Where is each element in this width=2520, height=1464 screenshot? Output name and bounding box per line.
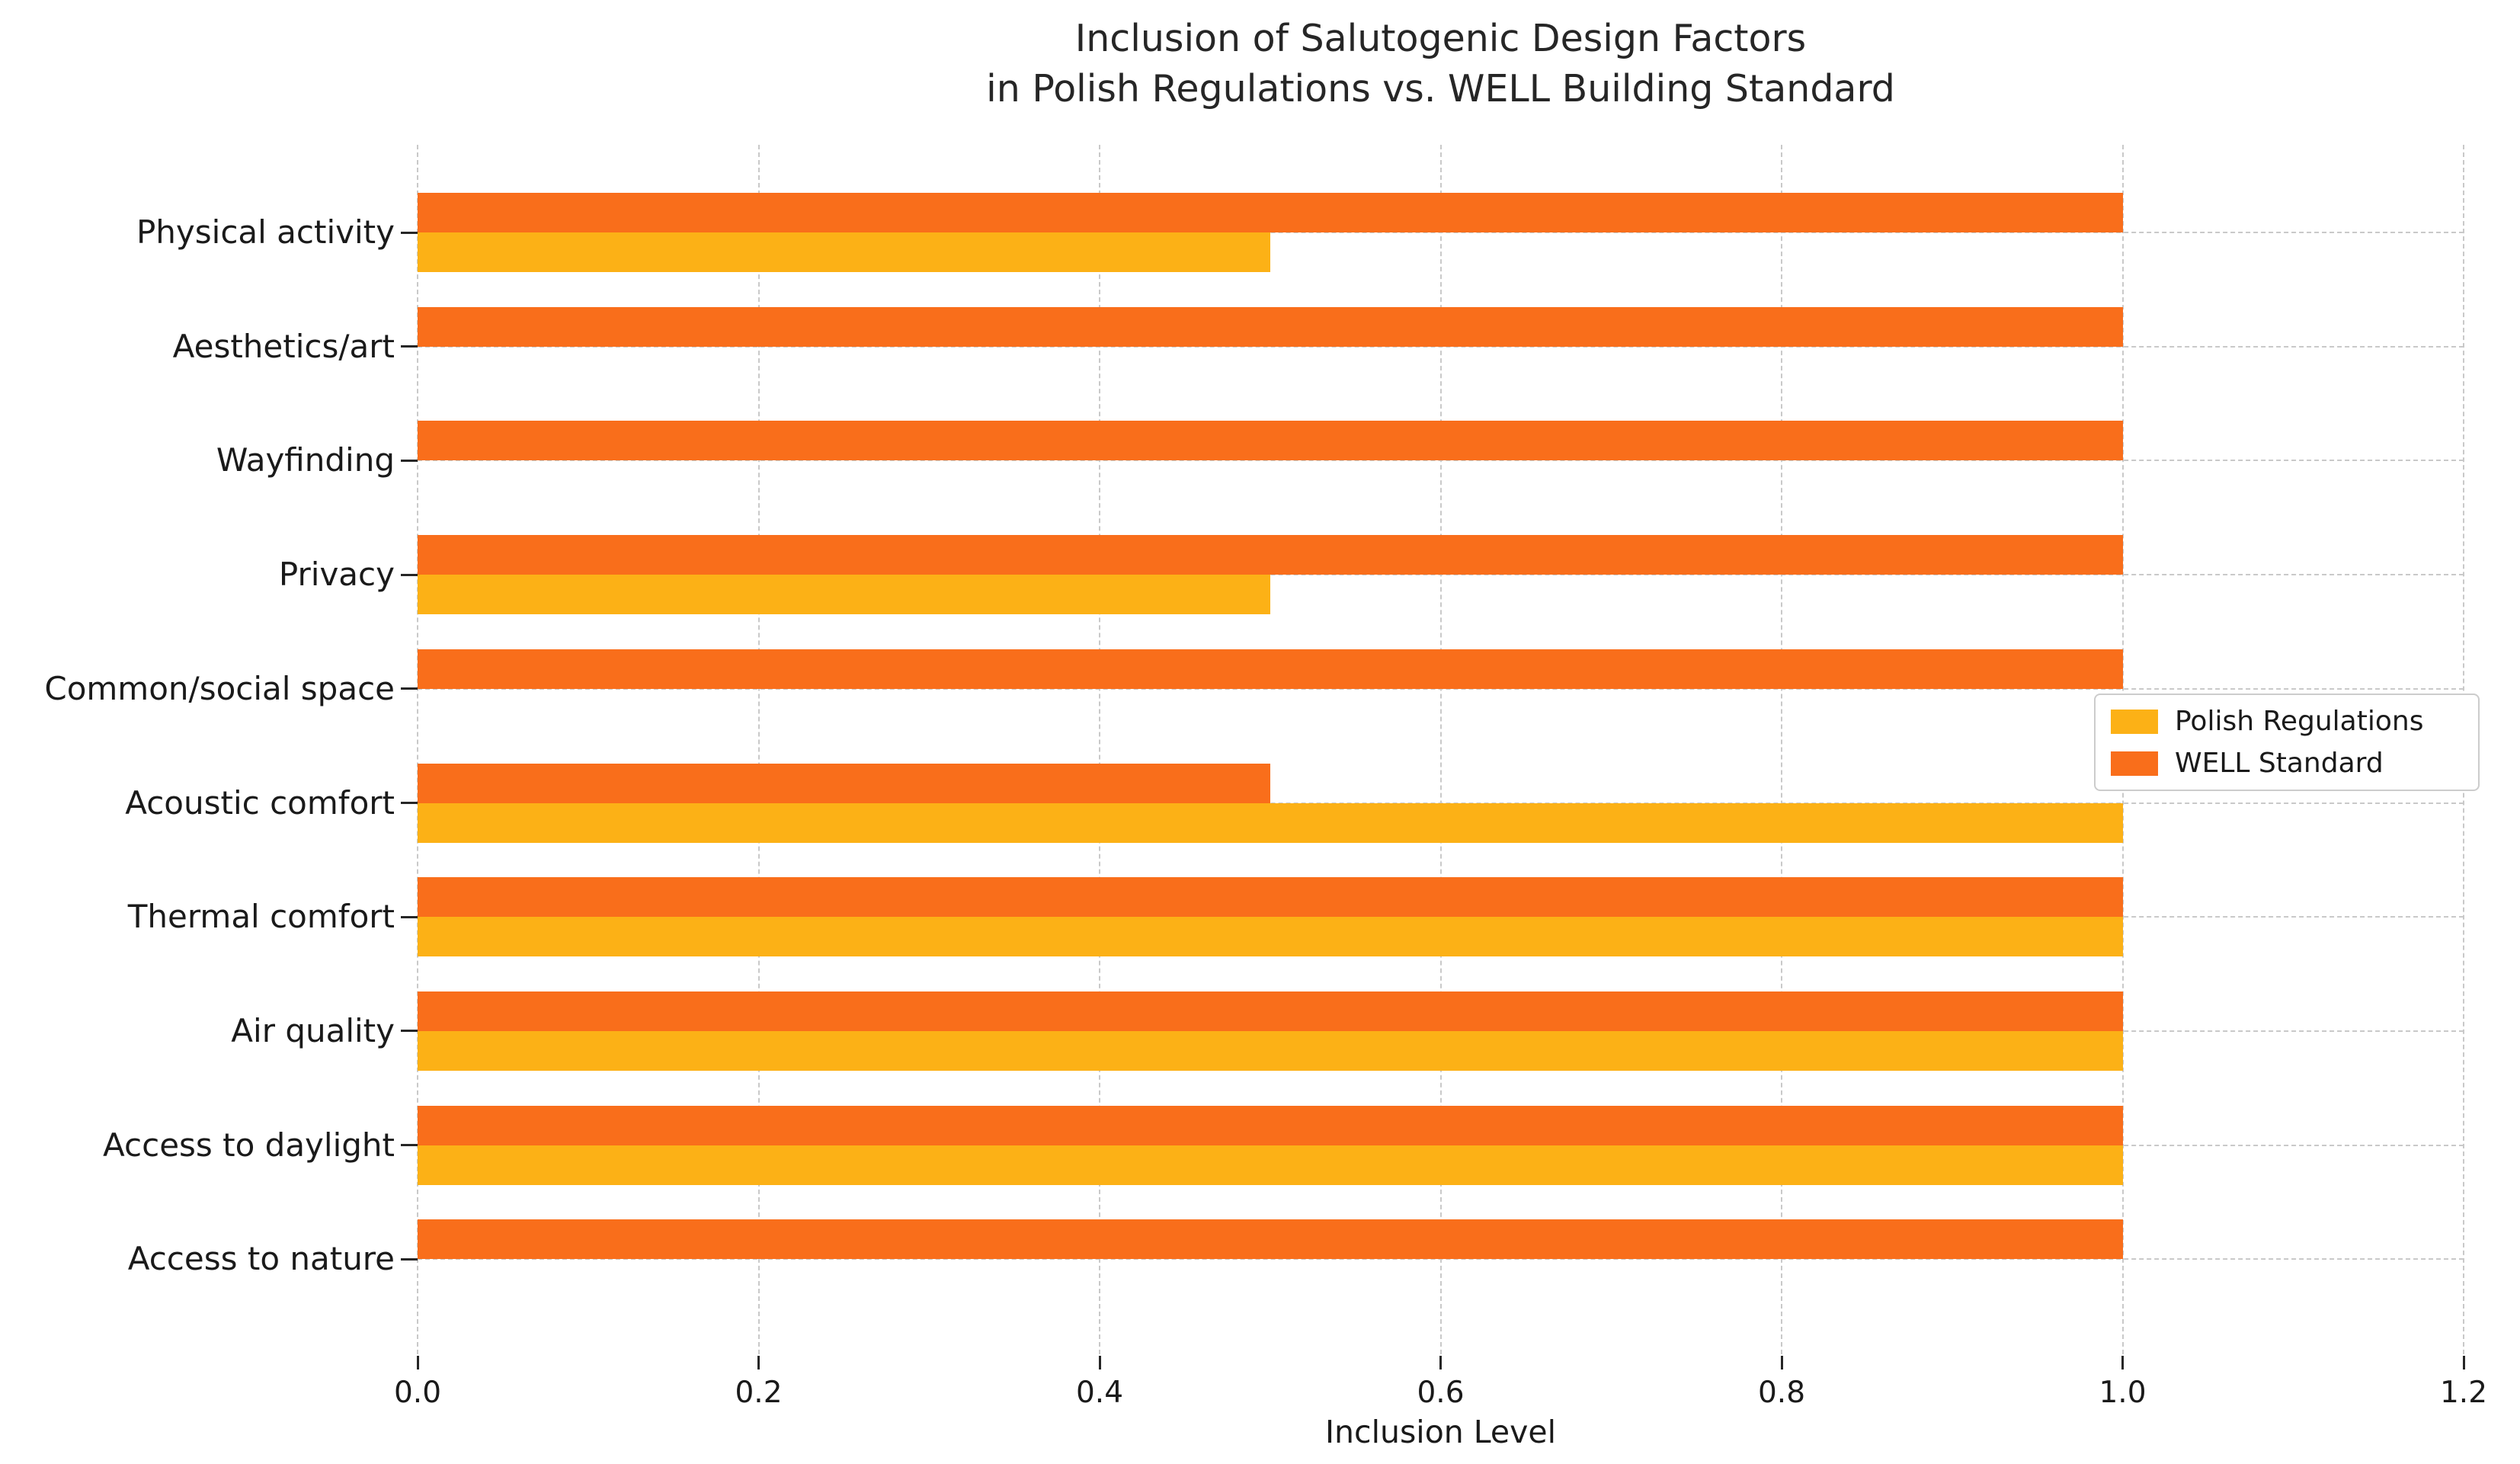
x-gridline <box>1099 145 1100 1354</box>
category-label: Access to nature <box>127 1240 395 1278</box>
bar-well-standard <box>418 991 2123 1031</box>
x-tick-label: 0.4 <box>1075 1376 1124 1410</box>
category-label: Physical activity <box>136 213 395 251</box>
bar-polish-regulations <box>418 917 2123 957</box>
y-gridline <box>418 460 2464 462</box>
bar-well-standard <box>418 535 2123 575</box>
bar-polish-regulations <box>418 232 1270 272</box>
x-tick-label: 1.2 <box>2439 1376 2488 1410</box>
x-tick-mark <box>1439 1356 1442 1369</box>
x-gridline <box>757 145 760 1354</box>
category-label: Common/social space <box>44 669 395 707</box>
x-tick-label: 0.0 <box>393 1376 442 1410</box>
legend-label-polish-regulations: Polish Regulations <box>2175 706 2424 737</box>
bar-polish-regulations <box>418 575 1270 615</box>
x-tick-mark <box>1098 1356 1101 1369</box>
bar-well-standard <box>418 649 2123 689</box>
x-gridline <box>1439 145 1442 1354</box>
legend-item-well-standard: WELL Standard <box>2111 748 2463 779</box>
x-tick-mark <box>2462 1356 2465 1369</box>
y-gridline <box>418 1258 2464 1261</box>
x-gridline <box>1781 145 1782 1354</box>
x-tick-mark <box>416 1356 419 1369</box>
bar-well-standard <box>418 1105 2123 1145</box>
bar-polish-regulations <box>418 1145 2123 1185</box>
y-gridline <box>418 232 2464 233</box>
x-tick-mark <box>2121 1356 2124 1369</box>
chart-title-line-2: in Polish Regulations vs. WELL Building … <box>986 67 1895 111</box>
category-label: Wayfinding <box>216 441 395 479</box>
legend-item-polish-regulations: Polish Regulations <box>2111 706 2463 737</box>
legend-swatch-well-standard <box>2111 751 2158 776</box>
y-gridline <box>418 687 2464 690</box>
y-tick-mark <box>401 1257 418 1261</box>
category-label: Thermal comfort <box>127 898 395 936</box>
y-gridline <box>418 345 2464 348</box>
chart-title-line-1: Inclusion of Salutogenic Design Factors <box>1074 17 1807 60</box>
y-tick-mark <box>401 802 418 804</box>
y-gridline <box>418 574 2464 576</box>
bar-well-standard <box>418 1219 2123 1260</box>
y-tick-mark <box>401 459 418 462</box>
legend-label-well-standard: WELL Standard <box>2175 748 2384 779</box>
bar-well-standard <box>418 421 2123 461</box>
x-tick-label: 0.2 <box>735 1376 783 1410</box>
x-gridline <box>417 145 418 1354</box>
bar-polish-regulations <box>418 802 2123 843</box>
bar-polish-regulations <box>418 1030 2123 1071</box>
x-tick-mark <box>1780 1356 1783 1369</box>
y-tick-mark <box>401 231 418 234</box>
y-tick-mark <box>401 345 418 348</box>
category-label: Access to daylight <box>103 1126 395 1164</box>
x-tick-label: 0.6 <box>1417 1376 1465 1410</box>
x-tick-label: 1.0 <box>2099 1376 2147 1410</box>
category-label: Acoustic comfort <box>125 783 395 822</box>
y-tick-mark <box>401 687 418 690</box>
bar-well-standard <box>418 193 2123 232</box>
category-label: Privacy <box>278 556 395 594</box>
x-axis-label: Inclusion Level <box>1324 1414 1557 1450</box>
category-label: Air quality <box>231 1011 395 1049</box>
y-tick-mark <box>401 915 418 918</box>
legend: Polish Regulations WELL Standard <box>2094 694 2480 791</box>
x-tick-mark <box>757 1356 760 1369</box>
legend-swatch-polish-regulations <box>2111 709 2158 734</box>
chart-title: Inclusion of Salutogenic Design Factors … <box>418 14 2464 114</box>
bar-well-standard <box>418 763 1270 803</box>
bar-well-standard <box>418 306 2123 347</box>
x-tick-label: 0.8 <box>1757 1376 1806 1410</box>
bar-well-standard <box>418 877 2123 918</box>
category-label: Aesthetics/art <box>172 327 395 365</box>
y-tick-mark <box>401 573 418 576</box>
y-tick-mark <box>401 1030 418 1033</box>
y-tick-mark <box>401 1144 418 1147</box>
